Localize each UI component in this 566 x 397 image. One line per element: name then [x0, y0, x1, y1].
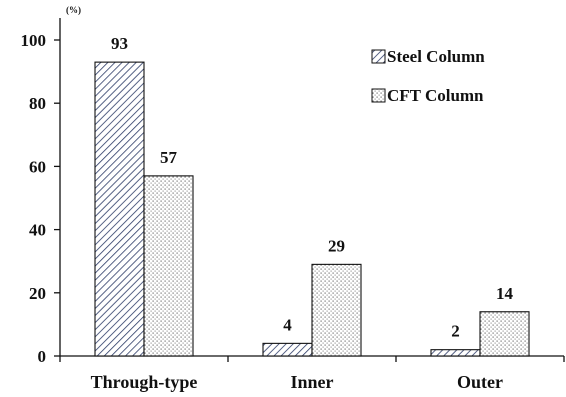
- data-label-steel-column: 4: [283, 315, 292, 334]
- legend: Steel Column CFT Column: [371, 47, 485, 105]
- data-label-cft-column: 57: [160, 148, 178, 167]
- y-tick-label: 100: [21, 31, 47, 50]
- data-label-group: 93 4 2 57 29 14: [111, 34, 514, 341]
- data-label-steel-column: 2: [451, 322, 460, 341]
- bar-cft-column: [311, 263, 362, 357]
- legend-label-steel-column: Steel Column: [387, 47, 485, 66]
- x-tick-group: Through-type Inner Outer: [59, 356, 565, 392]
- bar-group: [94, 61, 530, 357]
- x-tick-label: Outer: [457, 372, 503, 392]
- y-tick-label: 0: [38, 347, 47, 366]
- bar-steel-column: [430, 349, 481, 357]
- bar-cft-column: [143, 175, 194, 357]
- legend-label-cft-column: CFT Column: [387, 86, 484, 105]
- data-label-steel-column: 93: [111, 34, 128, 53]
- y-axis: 0 20 40 60 80 100 (%): [21, 5, 82, 366]
- data-label-cft-column: 14: [496, 284, 514, 303]
- legend-swatch-steel-column: [371, 49, 386, 64]
- bar-steel-column: [262, 342, 313, 357]
- y-tick-label: 20: [29, 284, 46, 303]
- data-label-cft-column: 29: [328, 236, 345, 255]
- x-tick-label: Inner: [290, 372, 333, 392]
- y-tick-label: 60: [29, 157, 46, 176]
- y-tick-label: 80: [29, 94, 46, 113]
- legend-swatch-cft-column: [371, 88, 386, 103]
- x-tick-label: Through-type: [91, 372, 198, 392]
- x-axis: Through-type Inner Outer: [59, 355, 565, 392]
- y-tick-label: 40: [29, 221, 46, 240]
- y-unit-label: (%): [66, 5, 81, 15]
- bar-cft-column: [479, 311, 530, 357]
- bar-steel-column: [94, 61, 145, 357]
- y-tick-group: 0 20 40 60 80 100: [21, 31, 60, 366]
